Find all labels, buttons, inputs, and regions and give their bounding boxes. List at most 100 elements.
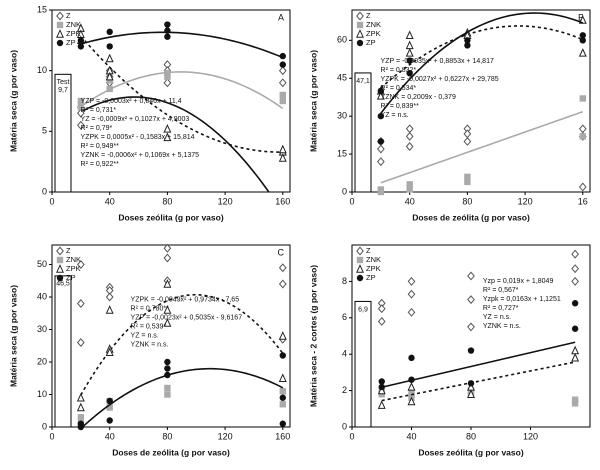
equation: YZPK = 0,0005x² - 0,1583x + 15,814 — [81, 134, 195, 141]
x-tick-label: 0 — [49, 196, 54, 206]
point — [578, 182, 587, 192]
y-tick-label: 15 — [337, 148, 347, 158]
point — [164, 358, 171, 366]
legend-label: ZP — [66, 273, 76, 282]
y-axis-label: Matéria seca - 2 cortes (g por vaso) — [308, 265, 318, 407]
x-axis-label: Doses zeólita (g por vaso) — [418, 447, 523, 457]
y-tick-label: 2 — [342, 385, 347, 395]
legend-label: Z — [366, 246, 371, 255]
x-tick-label: 40 — [105, 196, 115, 206]
point — [407, 396, 416, 406]
point — [164, 365, 171, 372]
point — [377, 87, 385, 95]
x-axis-label: Doses zeólita (g por vaso) — [118, 212, 223, 222]
point — [76, 402, 85, 412]
legend-marker — [56, 246, 64, 256]
x-tick-label: 160 — [275, 431, 290, 441]
x-tick-label: 0 — [349, 431, 354, 441]
point — [579, 95, 586, 102]
legend-label: ZP — [366, 38, 376, 47]
point — [405, 142, 414, 151]
point — [467, 295, 475, 305]
point — [164, 384, 171, 392]
point — [464, 42, 471, 49]
x-tick-label: 0 — [349, 196, 354, 206]
legend-label: ZNK — [366, 20, 381, 29]
equation: YZP = -0,0035x² + 0,8853x + 14,817 — [381, 58, 494, 65]
point — [163, 305, 172, 314]
legend-label: ZNK — [366, 255, 381, 264]
point — [408, 376, 415, 383]
point — [405, 40, 414, 50]
point — [406, 69, 413, 77]
point — [279, 401, 286, 408]
point — [279, 420, 286, 427]
point — [377, 304, 386, 314]
point — [77, 414, 85, 421]
equation: R² = 0,922** — [81, 161, 120, 168]
point — [467, 322, 475, 332]
point — [77, 103, 85, 111]
point — [163, 78, 172, 88]
equation: YZ = n.s. — [131, 332, 159, 339]
equation: R² = 0,539* — [131, 323, 167, 330]
point — [376, 91, 385, 100]
point — [77, 43, 85, 50]
point — [76, 299, 85, 308]
point — [163, 279, 172, 288]
control-value: 47,1 — [356, 78, 370, 85]
point — [377, 112, 385, 120]
point — [405, 124, 414, 134]
legend-label: ZP — [66, 38, 76, 47]
y-tick-label: 30 — [337, 111, 347, 121]
point — [106, 85, 113, 93]
point — [467, 271, 475, 281]
point — [407, 289, 416, 299]
y-tick-label: 45 — [337, 73, 347, 83]
legend-label: ZPK — [366, 264, 381, 273]
legend-label: ZPK — [66, 264, 81, 273]
equation: YZNK = n.s. — [131, 341, 169, 348]
point — [164, 73, 171, 80]
point — [571, 300, 579, 307]
fit-curve — [80, 35, 283, 153]
y-tick-label: 10 — [37, 65, 47, 75]
legend-marker — [356, 264, 364, 273]
x-tick-label: 40 — [105, 431, 115, 441]
point — [467, 380, 475, 387]
y-tick-label: 5 — [42, 126, 47, 136]
y-tick-label: 0 — [42, 421, 47, 431]
plot-frame — [351, 9, 591, 193]
point — [278, 331, 287, 340]
x-tick-label: 120 — [218, 431, 233, 441]
equation: YZP = -0,0023x² + 0,5035x - 9,6167 — [131, 314, 243, 321]
point — [579, 133, 586, 140]
x-tick-label: 160 — [275, 196, 290, 206]
point — [377, 186, 385, 193]
x-tick-label: 40 — [406, 431, 416, 441]
point — [376, 144, 385, 154]
point — [163, 124, 172, 133]
point — [377, 385, 386, 395]
y-tick-label: 10 — [37, 389, 47, 399]
legend-marker — [356, 256, 364, 264]
y-tick-label: 6 — [342, 312, 347, 322]
point — [571, 325, 579, 332]
point — [578, 124, 587, 134]
point — [279, 388, 286, 395]
y-tick-label: 20 — [37, 356, 47, 366]
x-tick-label: 120 — [518, 196, 533, 206]
control-bar — [354, 72, 372, 193]
equation: YZNK = 0,2009x - 0,379 — [381, 94, 456, 101]
legend-label: ZPK — [366, 29, 381, 38]
point — [571, 352, 580, 362]
control-bar — [54, 275, 72, 428]
point — [278, 78, 287, 88]
point — [378, 383, 385, 391]
x-tick-label: 80 — [466, 431, 476, 441]
point — [77, 97, 85, 105]
point — [164, 27, 171, 34]
point — [405, 48, 414, 57]
panel: 0 15 30 45 60 0 40 80 120 16 Doses de zeólita (g p… — [308, 9, 591, 222]
